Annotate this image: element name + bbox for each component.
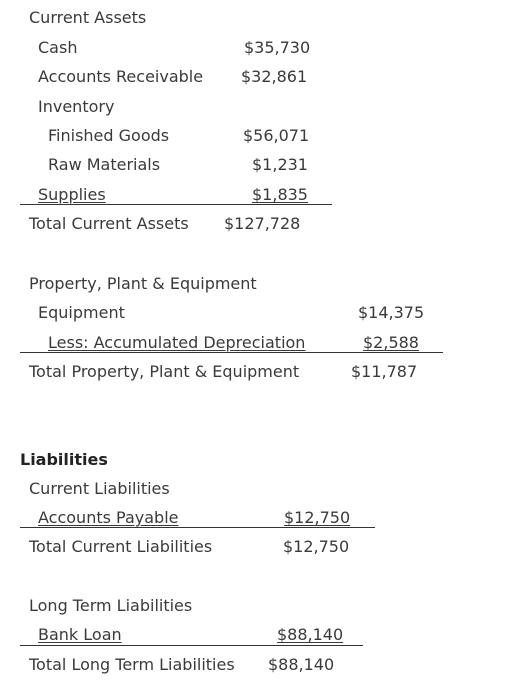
ppe-heading: Property, Plant & Equipment (29, 274, 257, 293)
current-liabilities-total-rule (20, 527, 375, 528)
total-long-term-liabilities-value: $88,140 (268, 655, 335, 674)
total-current-assets-value: $127,728 (224, 214, 301, 233)
current-assets-heading: Current Assets (29, 8, 147, 27)
total-ppe-label: Total Property, Plant & Equipment (29, 362, 300, 381)
long-term-liabilities-heading: Long Term Liabilities (29, 596, 193, 615)
finished-goods-label: Finished Goods (48, 126, 170, 145)
supplies-value: $1,835 (252, 185, 308, 204)
inventory-label: Inventory (38, 97, 115, 116)
accounts-receivable-value: $32,861 (241, 67, 308, 86)
accumulated-depreciation-value: $2,588 (363, 333, 419, 352)
current-liabilities-heading: Current Liabilities (29, 479, 170, 498)
cash-value: $35,730 (244, 38, 311, 57)
bank-loan-value: $88,140 (277, 625, 344, 644)
total-current-assets-label: Total Current Assets (29, 214, 189, 233)
accounts-payable-label: Accounts Payable (38, 508, 179, 527)
raw-materials-value: $1,231 (252, 155, 308, 174)
long-term-liabilities-total-rule (20, 645, 363, 646)
total-long-term-liabilities-label: Total Long Term Liabilities (29, 655, 235, 674)
equipment-value: $14,375 (358, 303, 425, 322)
accounts-payable-value: $12,750 (284, 508, 351, 527)
total-current-liabilities-label: Total Current Liabilities (29, 537, 213, 556)
equipment-label: Equipment (38, 303, 125, 322)
liabilities-heading: Liabilities (20, 450, 108, 469)
finished-goods-value: $56,071 (243, 126, 310, 145)
ppe-total-rule (20, 352, 443, 353)
supplies-label: Supplies (38, 185, 106, 204)
raw-materials-label: Raw Materials (48, 155, 161, 174)
total-ppe-value: $11,787 (351, 362, 418, 381)
total-current-liabilities-value: $12,750 (283, 537, 350, 556)
accounts-receivable-label: Accounts Receivable (38, 67, 204, 86)
bank-loan-label: Bank Loan (38, 625, 122, 644)
accumulated-depreciation-label: Less: Accumulated Depreciation (48, 333, 306, 352)
current-assets-total-rule (20, 204, 332, 205)
cash-label: Cash (38, 38, 78, 57)
